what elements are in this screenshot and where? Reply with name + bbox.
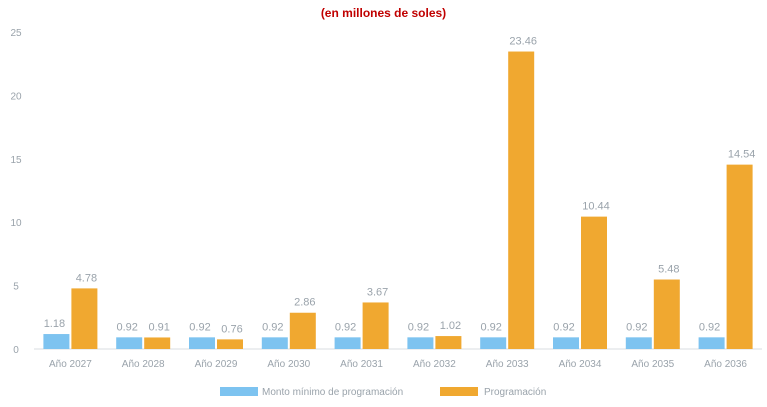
bar-programacion-5 xyxy=(435,336,462,349)
data-label-programacion-8: 5.48 xyxy=(658,264,679,276)
bar-programacion-1 xyxy=(144,337,171,349)
y-tick-label-5: 5 xyxy=(13,282,19,293)
bar-programacion-6 xyxy=(508,51,535,350)
data-label-programacion-9: 14.54 xyxy=(728,149,756,161)
bar-minimo-0 xyxy=(43,334,70,349)
data-label-programacion-5: 1.02 xyxy=(440,320,461,332)
data-label-programacion-3: 2.86 xyxy=(294,297,315,309)
legend-swatch-minimo xyxy=(220,387,258,396)
y-tick-label-25: 25 xyxy=(10,28,22,39)
bar-minimo-7 xyxy=(553,337,579,349)
data-label-minimo-8: 0.92 xyxy=(626,321,647,333)
data-label-minimo-9: 0.92 xyxy=(699,321,720,333)
data-label-minimo-4: 0.92 xyxy=(335,321,356,333)
data-label-minimo-2: 0.92 xyxy=(189,321,210,333)
data-label-programacion-0: 4.78 xyxy=(76,272,97,284)
legend-label-minimo: Monto mínimo de programación xyxy=(262,387,403,398)
bar-programacion-9 xyxy=(726,164,753,349)
bar-minimo-6 xyxy=(480,337,507,349)
data-label-programacion-2: 0.76 xyxy=(221,323,242,335)
x-tick-label-2: Año 2029 xyxy=(195,359,238,370)
data-label-programacion-1: 0.91 xyxy=(148,321,169,333)
bar-minimo-5 xyxy=(407,337,434,349)
bar-programacion-3 xyxy=(289,312,316,349)
bar-programacion-2 xyxy=(217,339,243,349)
x-tick-label-1: Año 2028 xyxy=(122,359,165,370)
chart-title: (en millones de soles) xyxy=(320,6,447,20)
x-tick-label-8: Año 2035 xyxy=(631,359,674,370)
data-label-programacion-7: 10.44 xyxy=(582,201,610,213)
y-axis-ticks: 0 5 10 15 20 25 xyxy=(10,28,22,356)
data-label-programacion-4: 3.67 xyxy=(367,286,388,298)
x-tick-label-5: Año 2032 xyxy=(413,359,456,370)
bar-minimo-4 xyxy=(334,337,361,349)
bar-programacion-7 xyxy=(581,216,607,349)
bar-minimo-2 xyxy=(189,337,215,349)
bar-programacion-4 xyxy=(362,302,389,349)
legend-swatch-programacion xyxy=(440,387,478,396)
bar-minimo-1 xyxy=(116,337,143,349)
data-label-minimo-5: 0.92 xyxy=(408,321,429,333)
x-axis-ticks: Año 2027 Año 2028 Año 2029 Año 2030 Año 2031… xyxy=(49,359,747,370)
y-tick-label-20: 20 xyxy=(10,91,22,102)
x-tick-label-3: Año 2030 xyxy=(267,359,310,370)
x-tick-label-7: Año 2034 xyxy=(559,359,602,370)
data-label-minimo-6: 0.92 xyxy=(480,321,501,333)
bar-minimo-3 xyxy=(261,337,288,349)
x-tick-label-4: Año 2031 xyxy=(340,359,383,370)
data-label-programacion-6: 23.46 xyxy=(509,36,537,48)
y-tick-label-15: 15 xyxy=(10,155,22,166)
legend: Monto mínimo de programación Programación xyxy=(220,387,546,398)
x-tick-label-9: Año 2036 xyxy=(704,359,747,370)
bar-minimo-8 xyxy=(625,337,652,349)
y-tick-label-0: 0 xyxy=(13,345,19,356)
data-label-minimo-1: 0.92 xyxy=(116,321,137,333)
data-label-minimo-7: 0.92 xyxy=(553,321,574,333)
bar-programacion-0 xyxy=(71,288,98,349)
bar-programacion-8 xyxy=(653,279,680,349)
y-tick-label-10: 10 xyxy=(10,218,22,229)
bars xyxy=(43,51,753,350)
data-label-minimo-3: 0.92 xyxy=(262,321,283,333)
x-tick-label-6: Año 2033 xyxy=(486,359,529,370)
legend-label-programacion: Programación xyxy=(484,387,546,398)
x-tick-label-0: Año 2027 xyxy=(49,359,92,370)
data-labels: 1.18 4.78 0.92 0.91 0.92 0.76 0.92 2.86 0.92 3.67… xyxy=(44,36,756,336)
data-label-minimo-0: 1.18 xyxy=(44,318,65,330)
bar-minimo-9 xyxy=(698,337,725,349)
